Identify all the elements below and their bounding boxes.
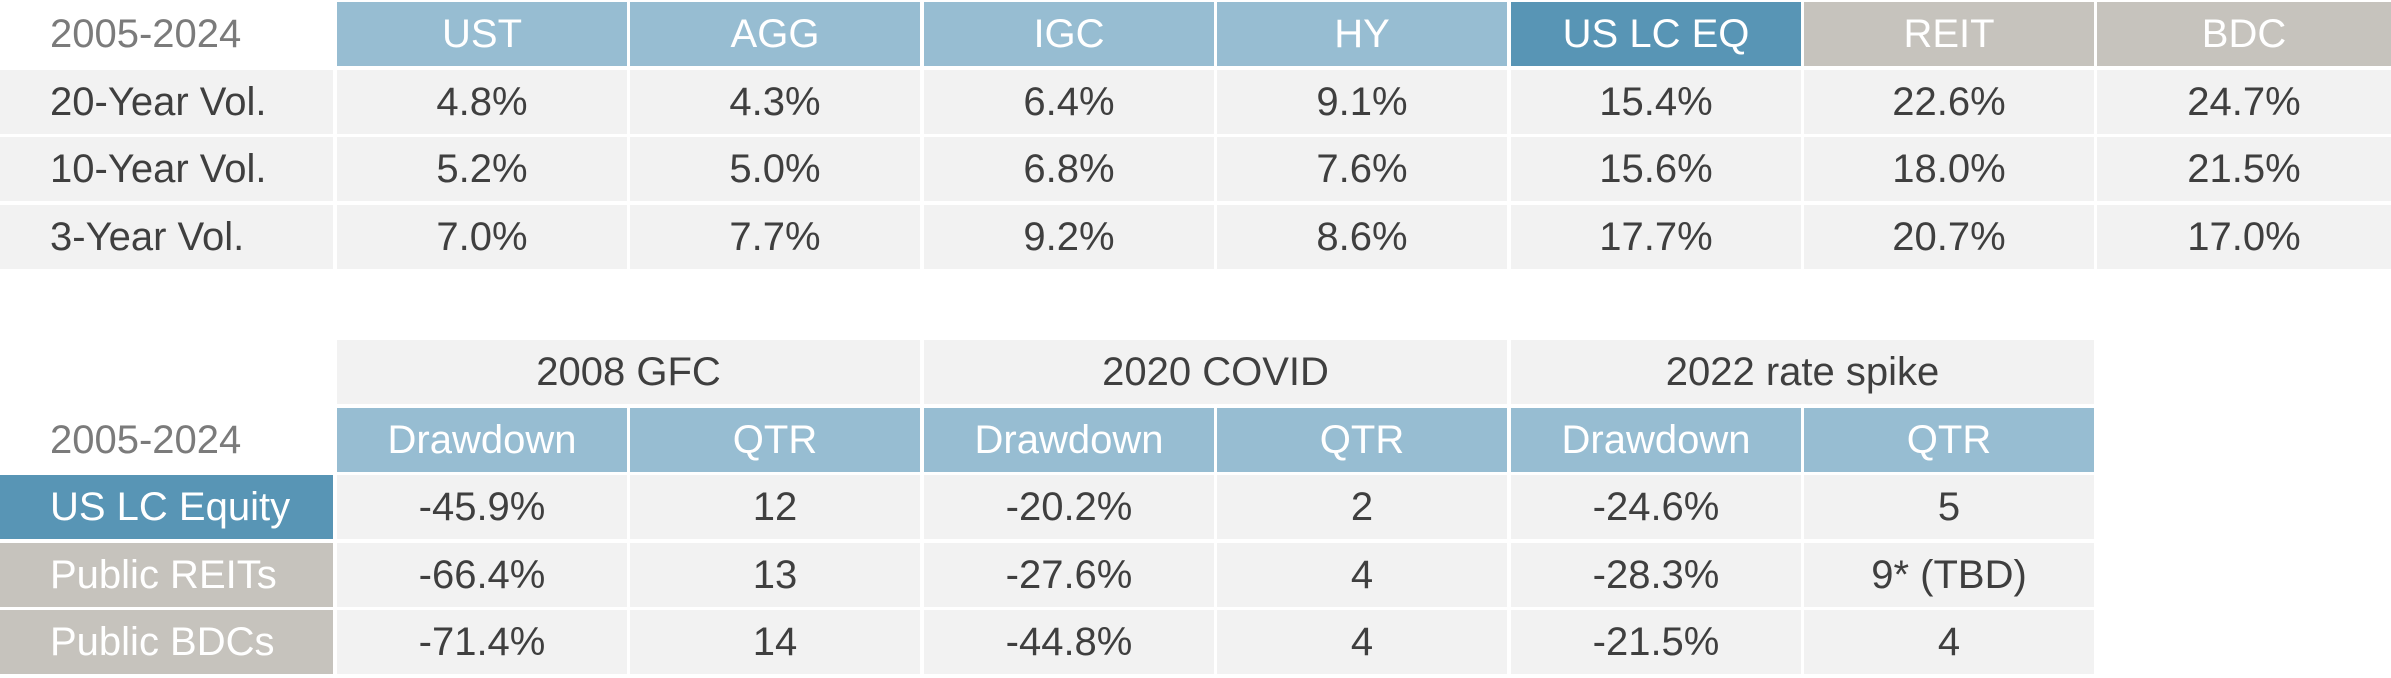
vol-row-label: 20-Year Vol. <box>0 70 333 134</box>
drawdown-cell: -66.4% <box>337 543 627 607</box>
vol-cell: 7.6% <box>1217 137 1507 201</box>
drawdown-cell: 13 <box>630 543 920 607</box>
vol-cell: 17.7% <box>1511 205 1801 269</box>
vol-header-hy: HY <box>1217 2 1507 66</box>
vol-row-label: 3-Year Vol. <box>0 205 333 269</box>
vol-cell: 4.3% <box>630 70 920 134</box>
vol-cell: 18.0% <box>1804 137 2094 201</box>
row-label-public-bdcs: Public BDCs <box>0 610 333 674</box>
subheader-drawdown: Drawdown <box>1511 408 1801 472</box>
vol-cell: 15.6% <box>1511 137 1801 201</box>
drawdown-cell: -71.4% <box>337 610 627 674</box>
drawdown-cell: -24.6% <box>1511 475 1801 539</box>
vol-cell: 22.6% <box>1804 70 2094 134</box>
drawdown-cell: -45.9% <box>337 475 627 539</box>
vol-cell: 15.4% <box>1511 70 1801 134</box>
vol-header-reit: REIT <box>1804 2 2094 66</box>
vol-cell: 17.0% <box>2097 205 2391 269</box>
group-header-2020-covid: 2020 COVID <box>924 340 1507 404</box>
drawdown-cell: 4 <box>1217 543 1507 607</box>
subheader-qtr: QTR <box>1217 408 1507 472</box>
drawdown-cell: -44.8% <box>924 610 1214 674</box>
drawdown-cell: 4 <box>1804 610 2094 674</box>
vol-header-agg: AGG <box>630 2 920 66</box>
row-label-us-lc-equity: US LC Equity <box>0 475 333 539</box>
subheader-qtr: QTR <box>1804 408 2094 472</box>
group-header-2022-rate-spike: 2022 rate spike <box>1511 340 2094 404</box>
subheader-qtr: QTR <box>630 408 920 472</box>
vol-header-us-lc-eq: US LC EQ <box>1511 2 1801 66</box>
vol-cell: 6.8% <box>924 137 1214 201</box>
vol-header-igc: IGC <box>924 2 1214 66</box>
vol-cell: 21.5% <box>2097 137 2391 201</box>
vol-cell: 7.7% <box>630 205 920 269</box>
vol-cell: 6.4% <box>924 70 1214 134</box>
vol-cell: 9.2% <box>924 205 1214 269</box>
vol-cell: 9.1% <box>1217 70 1507 134</box>
vol-period-label: 2005-2024 <box>50 11 242 56</box>
drawdown-cell: -20.2% <box>924 475 1214 539</box>
vol-cell: 20.7% <box>1804 205 2094 269</box>
row-label-public-reits: Public REITs <box>0 543 333 607</box>
drawdown-cell: 2 <box>1217 475 1507 539</box>
drawdown-cell: -28.3% <box>1511 543 1801 607</box>
group-header-2008-gfc: 2008 GFC <box>337 340 920 404</box>
vol-cell: 8.6% <box>1217 205 1507 269</box>
vol-header-bdc: BDC <box>2097 2 2391 66</box>
vol-header-ust: UST <box>337 2 627 66</box>
subheader-drawdown: Drawdown <box>337 408 627 472</box>
drawdown-cell: 9* (TBD) <box>1804 543 2094 607</box>
vol-cell: 5.0% <box>630 137 920 201</box>
vol-cell: 7.0% <box>337 205 627 269</box>
drawdown-period-label: 2005-2024 <box>50 417 242 462</box>
vol-cell: 4.8% <box>337 70 627 134</box>
vol-row-label: 10-Year Vol. <box>0 137 333 201</box>
drawdown-cell: 4 <box>1217 610 1507 674</box>
drawdown-cell: 5 <box>1804 475 2094 539</box>
subheader-drawdown: Drawdown <box>924 408 1214 472</box>
drawdown-cell: 12 <box>630 475 920 539</box>
drawdown-cell: -27.6% <box>924 543 1214 607</box>
vol-cell: 24.7% <box>2097 70 2391 134</box>
vol-cell: 5.2% <box>337 137 627 201</box>
drawdown-cell: -21.5% <box>1511 610 1801 674</box>
drawdown-cell: 14 <box>630 610 920 674</box>
